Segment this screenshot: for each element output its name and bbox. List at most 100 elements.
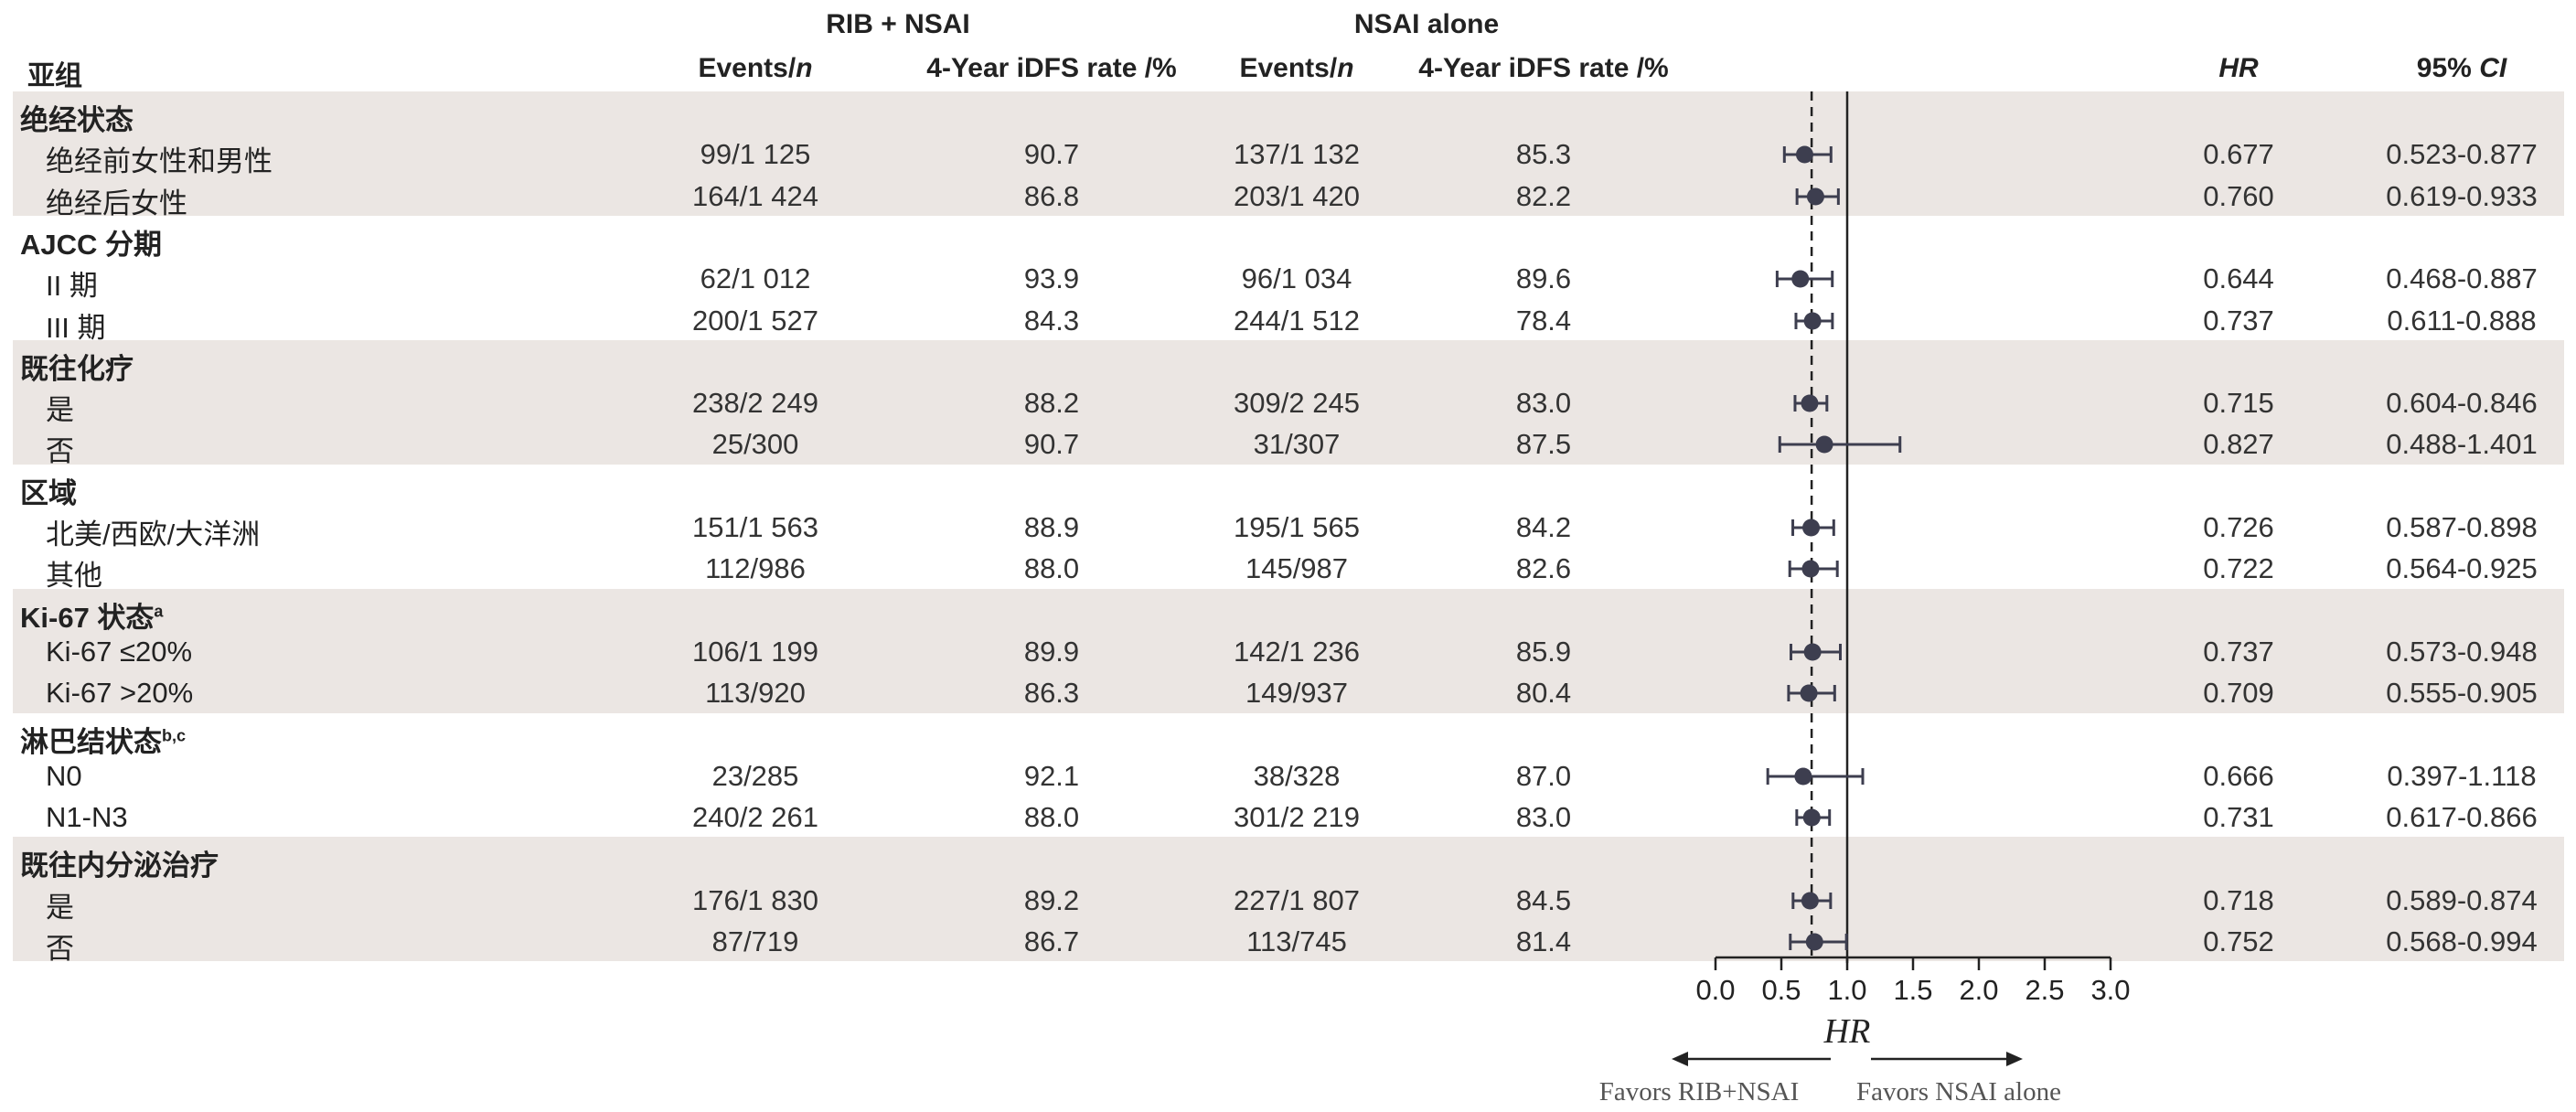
group-label: 区域 [20, 470, 77, 511]
hr-value: 0.726 [2203, 511, 2274, 543]
ci-value: 0.573-0.948 [2386, 636, 2538, 668]
nsai-rate-value: 84.5 [1515, 884, 1572, 916]
table-row: 北美/西欧/大洋洲 151/1 563 88.9 195/1 565 84.2 0.726… [0, 506, 2576, 551]
hr-point [1802, 519, 1821, 537]
hr-value: 0.677 [2203, 138, 2274, 170]
rib-rate-value: 93.9 [1023, 262, 1080, 294]
ci-value: 0.604-0.846 [2386, 387, 2538, 419]
hr-point [1806, 187, 1824, 206]
rib-nsai-group-header: RIB + NSAI [826, 9, 970, 39]
group-band [13, 91, 2564, 216]
x-tick-label: 2.5 [2025, 974, 2064, 1006]
nsai-rate-value: 81.4 [1515, 925, 1572, 957]
group-label-text: AJCC 分期 [20, 229, 163, 261]
table-row: 否 25/300 90.7 31/307 87.5 0.827 0.488-1.401 [0, 422, 2576, 467]
ci-header: 95% CI [2417, 53, 2507, 84]
subgroup-label: III 期 [46, 312, 106, 344]
hr-value: 0.666 [2203, 760, 2274, 792]
rib-events-value: 62/1 012 [700, 262, 811, 294]
hr-value: 0.715 [2203, 387, 2274, 419]
subgroup-label: 否 [46, 933, 74, 965]
table-row: 是 238/2 249 88.2 309/2 245 83.0 0.715 0.604-0.… [0, 381, 2576, 426]
rib-rate-value: 88.0 [1023, 552, 1080, 584]
favors-right-arrowhead [2006, 1052, 2023, 1066]
nsai-events-value: 203/1 420 [1234, 180, 1360, 212]
hr-point [1800, 684, 1818, 702]
group-label-text: Ki-67 状态 [20, 602, 155, 634]
rib-events-header: Events/n [698, 53, 812, 84]
rib-events-value: 99/1 125 [700, 138, 811, 170]
hr-value: 0.731 [2203, 801, 2274, 833]
group-label-text: 区域 [20, 477, 77, 509]
table-row: III 期 200/1 527 84.3 244/1 512 78.4 0.737 0.61… [0, 299, 2576, 344]
group-label: 淋巴结状态b,c [20, 719, 186, 760]
ci-value: 0.611-0.888 [2387, 305, 2537, 337]
group-label: 绝经状态 [20, 97, 134, 138]
nsai-events-header-n: n [1337, 53, 1354, 83]
favors-nsai-alone-label: Favors NSAI alone [1856, 1077, 2061, 1107]
hr-point [1801, 394, 1819, 412]
subgroup-label: 否 [46, 435, 74, 467]
hr-value: 0.644 [2203, 262, 2274, 294]
ci-header-prefix: 95% [2416, 53, 2480, 83]
nsai-events-value: 142/1 236 [1234, 636, 1360, 668]
hr-point [1801, 560, 1820, 578]
group-label: AJCC 分期 [20, 221, 162, 262]
rib-rate-value: 90.7 [1023, 138, 1080, 170]
nsai-rate-value: 83.0 [1515, 387, 1572, 419]
ci-value: 0.488-1.401 [2386, 428, 2538, 460]
group-row: 绝经状态 [0, 91, 2576, 136]
group-label-text: 绝经状态 [20, 104, 134, 136]
subgroup-header: 亚组 [27, 61, 82, 91]
ci-value: 0.568-0.994 [2386, 925, 2538, 957]
rib-events-value: 238/2 249 [692, 387, 818, 419]
ci-value: 0.397-1.118 [2387, 760, 2537, 792]
group-label-text: 淋巴结状态 [20, 726, 162, 758]
ci-value: 0.619-0.933 [2386, 180, 2538, 212]
hr-point [1794, 767, 1812, 786]
rib-events-header-n: n [796, 53, 813, 83]
table-row: 绝经前女性和男性 99/1 125 90.7 137/1 132 85.3 0.677 0.… [0, 133, 2576, 177]
x-tick-label: 1.0 [1827, 974, 1866, 1006]
nsai-rate-value: 87.0 [1515, 760, 1572, 792]
group-band [13, 837, 2564, 961]
ci-value: 0.587-0.898 [2386, 511, 2538, 543]
rib-events-value: 25/300 [711, 428, 799, 460]
hr-value: 0.752 [2203, 925, 2274, 957]
rib-events-value: 151/1 563 [692, 511, 818, 543]
hr-header-text: HR [2218, 53, 2259, 83]
group-row: 既往内分泌治疗 [0, 837, 2576, 882]
group-label-text: 既往化疗 [20, 353, 134, 385]
rib-events-value: 176/1 830 [692, 884, 818, 916]
x-tick-label: 1.5 [1893, 974, 1932, 1006]
hr-point [1795, 145, 1813, 164]
nsai-events-value: 113/745 [1246, 925, 1347, 957]
rib-rate-value: 84.3 [1023, 305, 1080, 337]
rib-rate-value: 86.7 [1023, 925, 1080, 957]
group-row: 既往化疗 [0, 340, 2576, 385]
nsai-rate-value: 85.9 [1515, 636, 1572, 668]
table-row: N0 23/285 92.1 38/328 87.0 0.666 0.397-1.118 [0, 754, 2576, 797]
hr-point [1802, 808, 1821, 827]
hr-header: HR [2218, 53, 2258, 84]
rib-rate-value: 86.3 [1023, 677, 1080, 709]
rib-events-value: 113/920 [705, 677, 806, 709]
footnote-marker: a [154, 602, 164, 621]
ci-value: 0.589-0.874 [2386, 884, 2538, 916]
x-axis-label: HR [1823, 1012, 1871, 1051]
subgroup-label: 是 [46, 892, 74, 924]
ci-value: 0.523-0.877 [2386, 138, 2538, 170]
nsai-rate-value: 78.4 [1515, 305, 1572, 337]
ci-value: 0.617-0.866 [2386, 801, 2538, 833]
rib-rate-value: 90.7 [1023, 428, 1080, 460]
subgroup-label: II 期 [46, 270, 98, 302]
rib-rate-header: 4-Year iDFS rate /% [926, 53, 1177, 83]
hr-point [1791, 270, 1810, 288]
ci-header-italic: CI [2479, 53, 2507, 83]
nsai-events-value: 227/1 807 [1234, 884, 1360, 916]
group-row: 淋巴结状态b,c [0, 713, 2576, 758]
footnote-marker: b,c [162, 726, 187, 745]
group-row: AJCC 分期 [0, 216, 2576, 261]
